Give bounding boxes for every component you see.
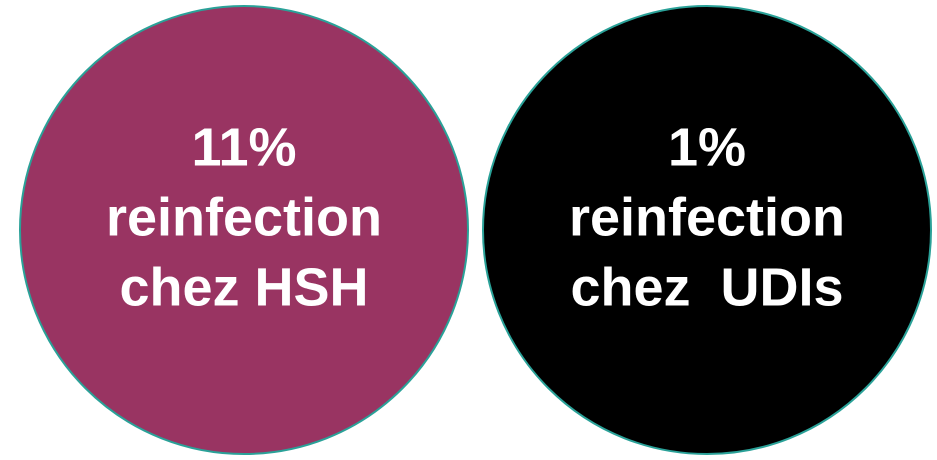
circle-group: 1% reinfection chez UDIs (482, 5, 932, 455)
circle-line: 11% (191, 117, 296, 177)
circle-group: 11% reinfection chez HSH (19, 5, 469, 455)
circle-line: 1% (668, 117, 746, 177)
circle-line: reinfection (569, 187, 845, 247)
circle-line: chez HSH (119, 257, 368, 317)
circle-line: chez UDIs (570, 257, 843, 317)
circle-line: reinfection (106, 187, 382, 247)
circle-udis (482, 5, 932, 455)
circle-hsh (19, 5, 469, 455)
